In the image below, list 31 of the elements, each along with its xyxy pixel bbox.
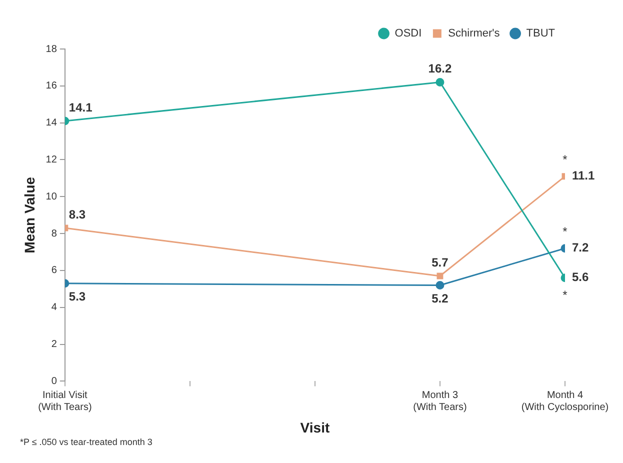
y-tick-label: 16 (46, 80, 58, 92)
text: *P ≤ .050 vs tear-treated month 3 (20, 436, 152, 447)
legend-label: TBUT (526, 28, 556, 40)
legend-label: OSDI (394, 28, 422, 40)
y-tick-label: 2 (51, 339, 58, 350)
data-label: 7.2 (572, 240, 590, 255)
y-tick-label: 8 (51, 228, 58, 240)
y-tick-label: 0 (51, 376, 58, 387)
x-tick-label: Initial Visit (With Tears) (38, 390, 92, 413)
y-tick-label: 4 (51, 302, 58, 314)
x-tick-label: Month 4 (With Cyclosporine) (521, 390, 609, 413)
annotation: * (562, 152, 568, 167)
x-axis-title: Visit (300, 419, 330, 436)
data-label: 5.6 (572, 270, 590, 284)
y-axis-title: Mean Value (21, 176, 38, 254)
data-label: 5.3 (68, 290, 86, 304)
data-label: 14.1 (68, 100, 93, 114)
annotation: * (562, 224, 568, 239)
y-tick-label: 10 (46, 191, 58, 202)
y-tick-label: 6 (51, 265, 58, 276)
y-tick-label: 12 (46, 154, 58, 166)
legend-label: Schirmer's (448, 28, 500, 40)
annotation: * (562, 288, 568, 302)
data-label: 16.2 (428, 62, 452, 76)
data-label: 5.2 (432, 292, 449, 306)
y-tick-label: 18 (46, 44, 58, 55)
data-label: 5.7 (432, 255, 449, 270)
data-label: 8.3 (68, 207, 86, 222)
data-label: 11.1 (572, 168, 596, 183)
x-tick-label: Month 3 (With Tears) (413, 390, 467, 413)
y-tick-label: 14 (46, 118, 58, 129)
